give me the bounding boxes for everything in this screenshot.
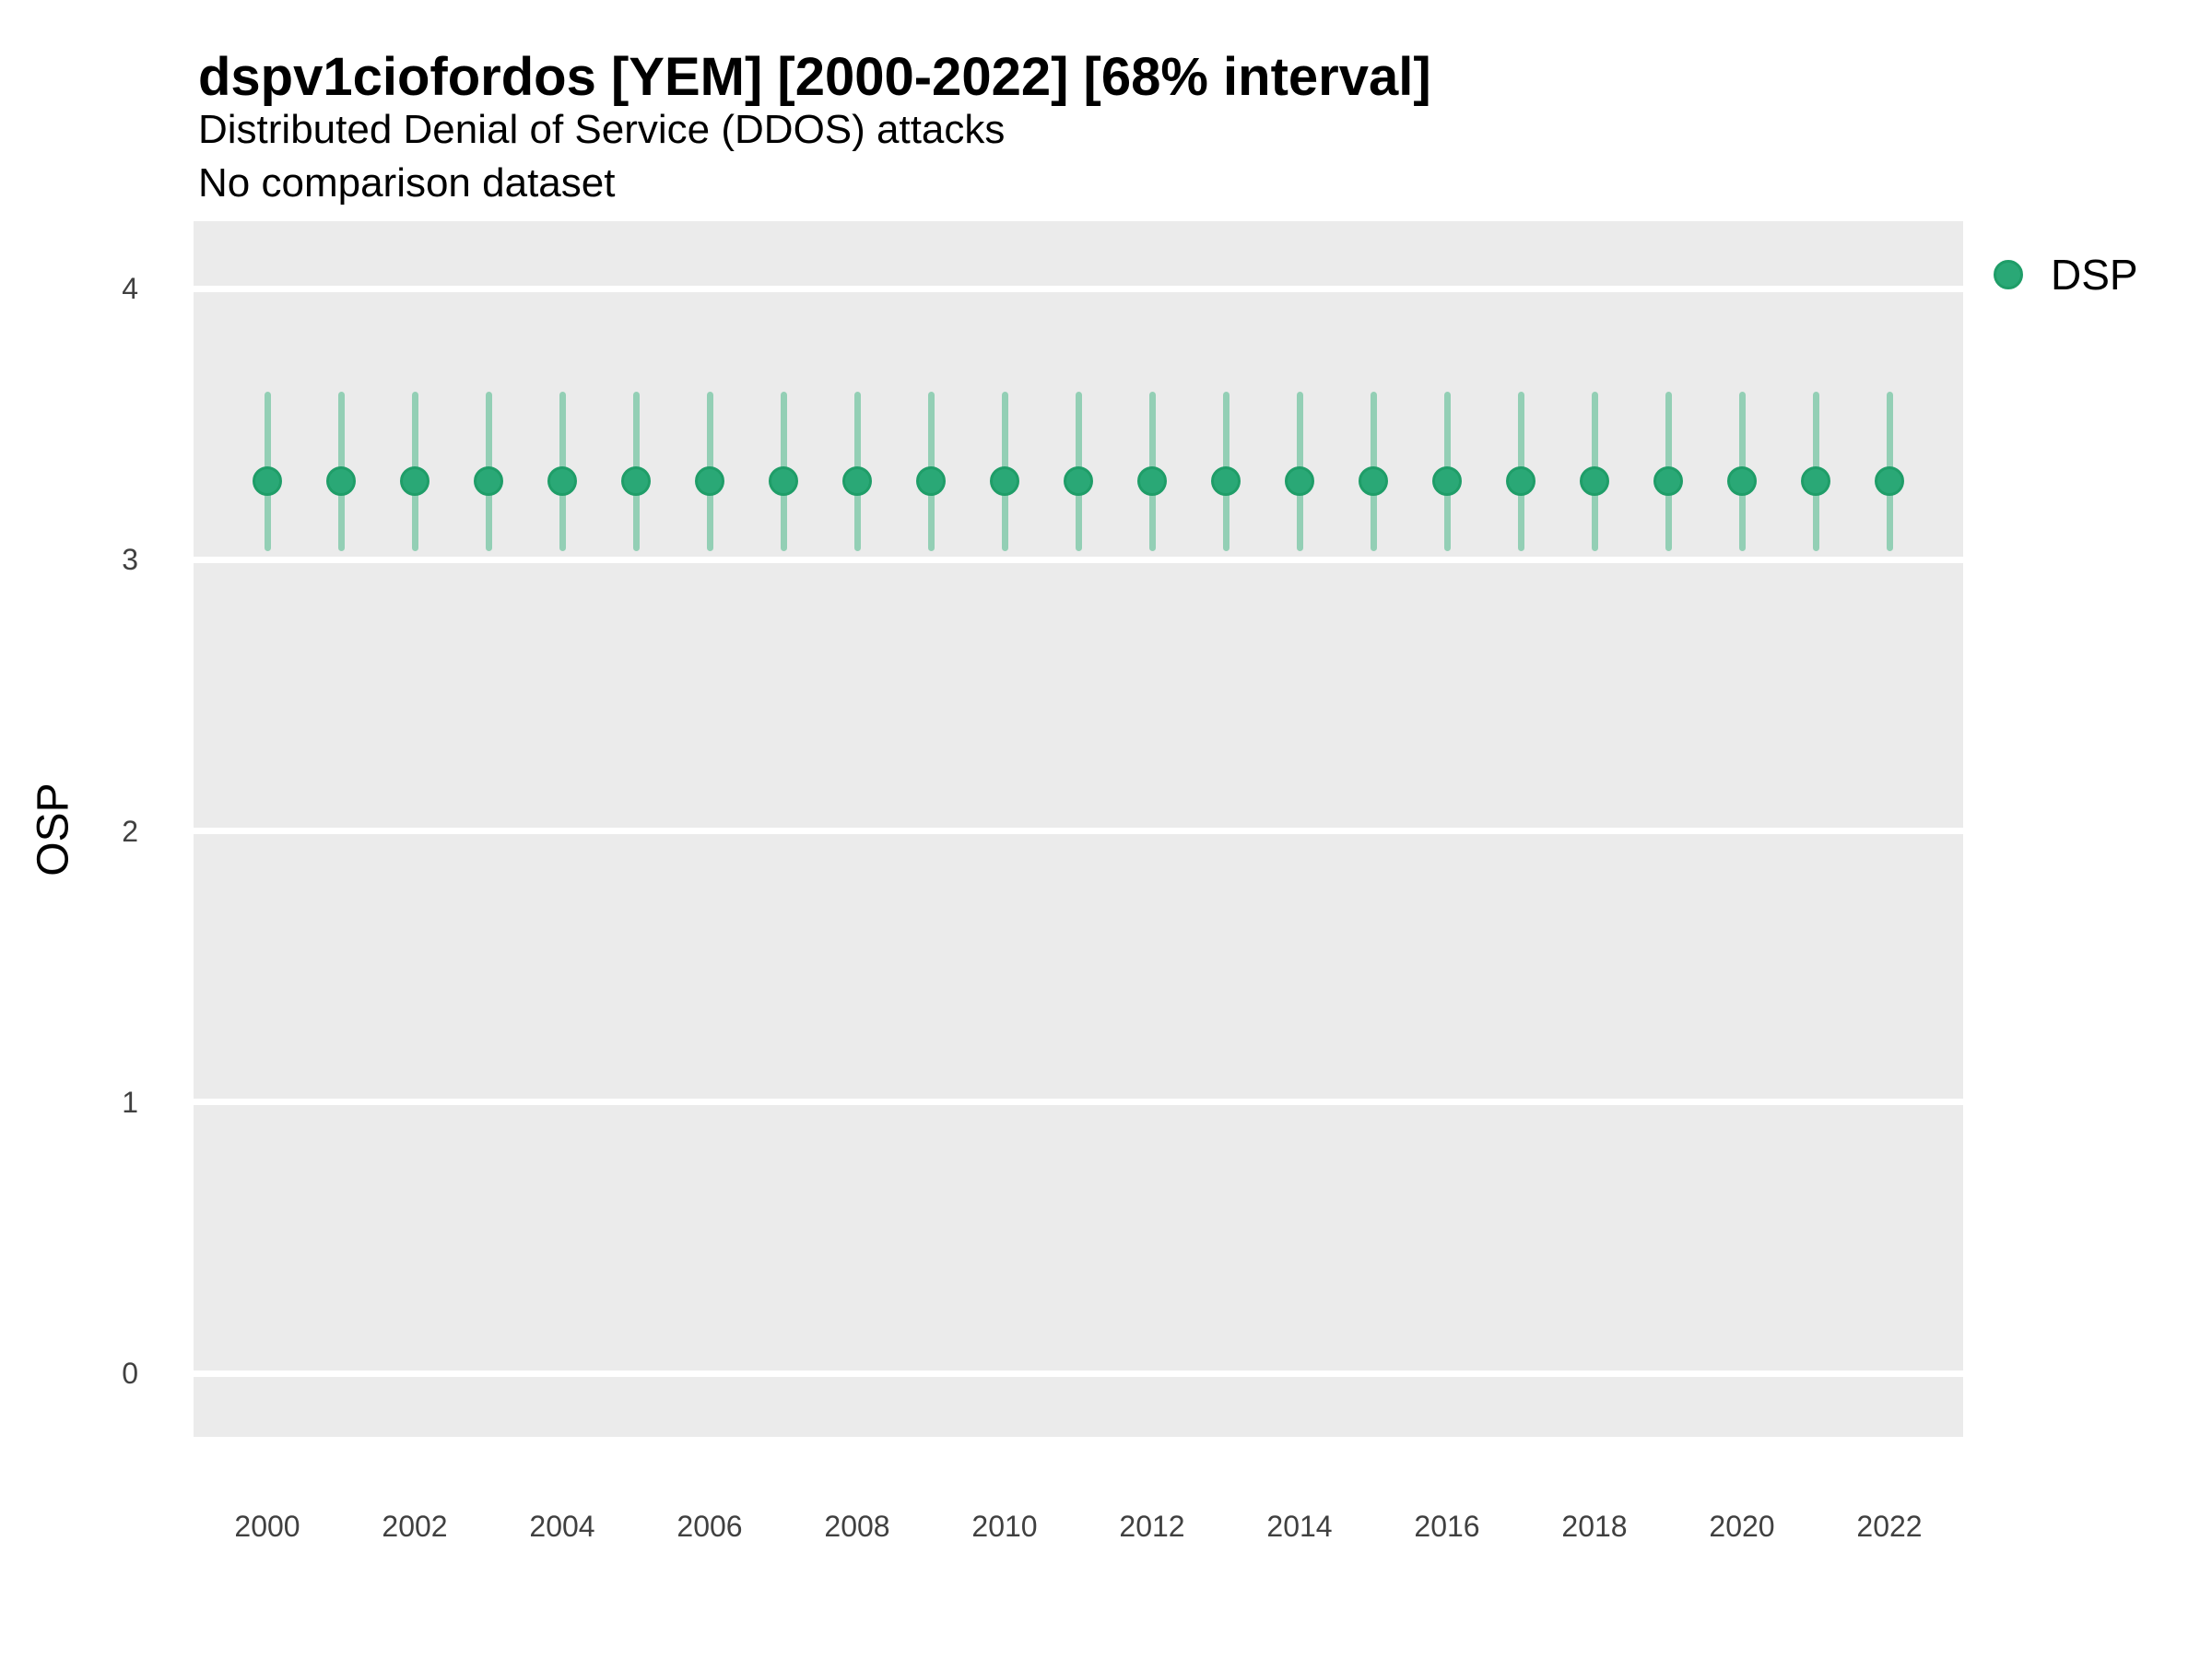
plot-panel xyxy=(194,221,1963,1437)
data-point xyxy=(1801,465,1830,496)
x-tick-label: 2020 xyxy=(1709,1510,1775,1543)
data-point xyxy=(1875,465,1904,496)
data-point xyxy=(769,465,798,496)
data-point xyxy=(1285,465,1314,496)
y-tick-label: 3 xyxy=(122,543,138,577)
x-tick-label: 2010 xyxy=(971,1510,1038,1543)
chart-title: dspv1ciofordos [YEM] [2000-2022] [68% in… xyxy=(198,47,1431,107)
data-point xyxy=(253,465,282,496)
data-point xyxy=(1432,465,1462,496)
gridline xyxy=(194,285,1963,292)
y-tick-label: 4 xyxy=(122,272,138,305)
x-tick-label: 2004 xyxy=(529,1510,595,1543)
data-point xyxy=(1137,465,1167,496)
data-point xyxy=(916,465,946,496)
y-tick-label: 1 xyxy=(122,1085,138,1119)
data-point xyxy=(990,465,1019,496)
data-point xyxy=(326,465,356,496)
data-point xyxy=(400,465,429,496)
data-point xyxy=(1064,465,1093,496)
data-point xyxy=(1359,465,1388,496)
data-point xyxy=(474,465,503,496)
legend-series-label: DSP xyxy=(2051,251,2138,299)
y-tick-label: 2 xyxy=(122,814,138,848)
data-point xyxy=(695,465,724,496)
x-tick-label: 2006 xyxy=(677,1510,743,1543)
legend: DSP xyxy=(1994,251,2138,299)
data-point xyxy=(1506,465,1535,496)
gridline xyxy=(194,828,1963,834)
data-point xyxy=(1211,465,1241,496)
comparison-note: No comparison dataset xyxy=(198,160,616,206)
x-tick-label: 2016 xyxy=(1414,1510,1480,1543)
data-point xyxy=(1727,465,1757,496)
x-tick-label: 2008 xyxy=(824,1510,890,1543)
x-tick-label: 2002 xyxy=(382,1510,448,1543)
x-tick-label: 2022 xyxy=(1856,1510,1923,1543)
data-point xyxy=(1580,465,1609,496)
data-point xyxy=(621,465,651,496)
y-tick-label: 0 xyxy=(122,1357,138,1390)
x-tick-label: 2012 xyxy=(1119,1510,1185,1543)
legend-point-icon xyxy=(1994,260,2023,289)
chart-subtitle: Distributed Denial of Service (DDOS) att… xyxy=(198,107,1006,152)
gridline xyxy=(194,1370,1963,1377)
x-tick-label: 2000 xyxy=(234,1510,300,1543)
x-tick-label: 2018 xyxy=(1561,1510,1628,1543)
data-point xyxy=(842,465,872,496)
data-point xyxy=(1653,465,1683,496)
data-point xyxy=(547,465,577,496)
gridline xyxy=(194,1099,1963,1106)
x-tick-label: 2014 xyxy=(1266,1510,1333,1543)
gridline xyxy=(194,556,1963,563)
